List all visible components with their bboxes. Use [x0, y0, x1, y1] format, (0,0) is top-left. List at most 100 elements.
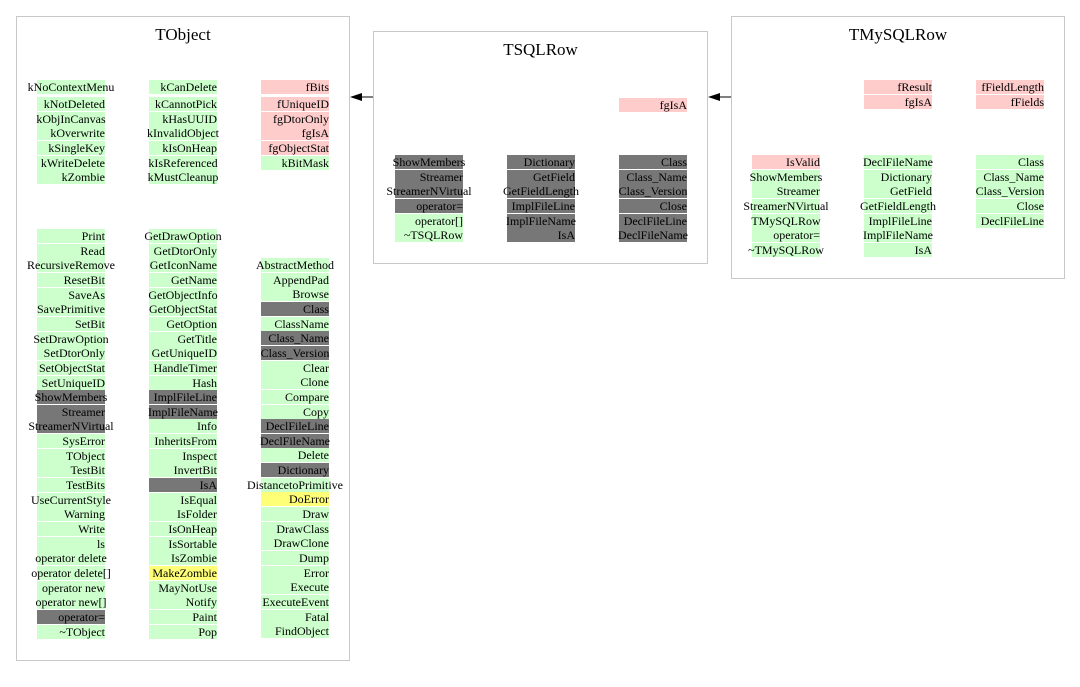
member-setobjectstat[interactable]: SetObjectStat — [37, 360, 105, 375]
member-operator-delete[interactable]: operator delete — [35, 551, 107, 566]
member-streamer[interactable]: Streamer — [752, 184, 820, 199]
member-khasuuid[interactable]: kHasUUID — [149, 111, 217, 126]
member-invertbit[interactable]: InvertBit — [149, 463, 217, 478]
member-getdrawoption[interactable]: GetDrawOption — [144, 229, 222, 243]
member-ffields[interactable]: fFields — [976, 94, 1044, 109]
member-class-version[interactable]: Class_Version — [261, 345, 329, 360]
member-kisonheap[interactable]: kIsOnHeap — [149, 140, 217, 155]
member-declfilename[interactable]: DeclFileName — [618, 228, 688, 243]
member-print[interactable]: Print — [37, 229, 105, 243]
member-getobjectstat[interactable]: GetObjectStat — [149, 302, 217, 317]
member-doerror[interactable]: DoError — [261, 492, 329, 507]
member-appendpad[interactable]: AppendPad — [261, 272, 329, 287]
member-getuniqueid[interactable]: GetUniqueID — [149, 346, 217, 361]
member-kinvalidobject[interactable]: kInvalidObject — [147, 126, 219, 141]
member-fgisa[interactable]: fgIsA — [261, 126, 329, 141]
member-copy[interactable]: Copy — [261, 404, 329, 419]
member-operator-delete[interactable]: operator delete[] — [31, 565, 111, 580]
member-kcannotpick[interactable]: kCannotPick — [149, 97, 217, 111]
member-getobjectinfo[interactable]: GetObjectInfo — [148, 287, 218, 302]
member-delete[interactable]: Delete — [261, 448, 329, 463]
member-drawclone[interactable]: DrawClone — [261, 536, 329, 551]
member-warning[interactable]: Warning — [37, 507, 105, 522]
member-operator[interactable]: operator[] — [395, 213, 463, 228]
member-kcandelete[interactable]: kCanDelete — [149, 80, 217, 94]
member-executeevent[interactable]: ExecuteEvent — [261, 594, 329, 609]
member-iszombie[interactable]: IsZombie — [149, 551, 217, 566]
member-kzombie[interactable]: kZombie — [37, 170, 105, 185]
member-kwritedelete[interactable]: kWriteDelete — [37, 155, 105, 170]
member-clone[interactable]: Clone — [261, 375, 329, 390]
member-class-version[interactable]: Class_Version — [976, 184, 1044, 199]
member-getfieldlength[interactable]: GetFieldLength — [503, 184, 579, 199]
member-fatal[interactable]: Fatal — [261, 609, 329, 624]
member-kmustcleanup[interactable]: kMustCleanup — [148, 170, 218, 185]
member-koverwrite[interactable]: kOverwrite — [37, 126, 105, 141]
member-isonheap[interactable]: IsOnHeap — [149, 522, 217, 536]
member-gettitle[interactable]: GetTitle — [149, 331, 217, 346]
member-read[interactable]: Read — [37, 243, 105, 258]
member-streamernvirtual[interactable]: StreamerNVirtual — [386, 184, 472, 199]
member-getfieldlength[interactable]: GetFieldLength — [860, 198, 936, 213]
member-showmembers[interactable]: ShowMembers — [35, 390, 107, 405]
member-getfield[interactable]: GetField — [507, 169, 575, 184]
member-setbit[interactable]: SetBit — [37, 316, 105, 331]
member-paint[interactable]: Paint — [149, 609, 217, 624]
member-declfileline[interactable]: DeclFileLine — [261, 419, 329, 434]
member-info[interactable]: Info — [149, 419, 217, 434]
member-handletimer[interactable]: HandleTimer — [149, 360, 217, 375]
member-inheritsfrom[interactable]: InheritsFrom — [149, 434, 217, 449]
member-tobject[interactable]: TObject — [37, 448, 105, 463]
member-error[interactable]: Error — [261, 565, 329, 580]
member-declfilename[interactable]: DeclFileName — [863, 155, 933, 169]
member-fgisa[interactable]: fgIsA — [619, 98, 687, 112]
member-isa[interactable]: IsA — [507, 228, 575, 243]
member-dictionary[interactable]: Dictionary — [261, 463, 329, 478]
member-tmysqlrow[interactable]: ~TMySQLRow — [748, 242, 824, 257]
member-operator[interactable]: operator= — [395, 198, 463, 213]
member-close[interactable]: Close — [619, 198, 687, 213]
class-title[interactable]: TObject — [155, 25, 211, 44]
member-execute[interactable]: Execute — [261, 580, 329, 595]
member-kbitmask[interactable]: kBitMask — [261, 155, 329, 170]
member-setdrawoption[interactable]: SetDrawOption — [33, 331, 109, 346]
member-testbit[interactable]: TestBit — [37, 463, 105, 478]
member-class[interactable]: Class — [261, 301, 329, 316]
member-class[interactable]: Class — [619, 155, 687, 169]
member-implfileline[interactable]: ImplFileLine — [149, 390, 217, 405]
member-setuniqueid[interactable]: SetUniqueID — [37, 375, 105, 390]
member-dump[interactable]: Dump — [261, 551, 329, 565]
member-fbits[interactable]: fBits — [261, 80, 329, 94]
member-showmembers[interactable]: ShowMembers — [750, 169, 822, 184]
member-implfileline[interactable]: ImplFileLine — [507, 198, 575, 213]
member-drawclass[interactable]: DrawClass — [261, 521, 329, 536]
member-usecurrentstyle[interactable]: UseCurrentStyle — [31, 492, 111, 507]
member-kisreferenced[interactable]: kIsReferenced — [148, 155, 218, 170]
member-saveprimitive[interactable]: SavePrimitive — [37, 302, 105, 317]
member-distancetoprimitive[interactable]: DistancetoPrimitive — [247, 477, 343, 492]
member-browse[interactable]: Browse — [261, 287, 329, 302]
member-inspect[interactable]: Inspect — [149, 448, 217, 463]
member-fgdtoronly[interactable]: fgDtorOnly — [261, 111, 329, 126]
member-dictionary[interactable]: Dictionary — [864, 169, 932, 184]
member-ffieldlength[interactable]: fFieldLength — [976, 80, 1044, 94]
member-isvalid[interactable]: IsValid — [752, 155, 820, 169]
member-compare[interactable]: Compare — [261, 389, 329, 404]
member-declfileline[interactable]: DeclFileLine — [976, 213, 1044, 228]
member-testbits[interactable]: TestBits — [37, 478, 105, 493]
member-declfilename[interactable]: DeclFileName — [260, 433, 330, 448]
member-streamernvirtual[interactable]: StreamerNVirtual — [28, 419, 114, 434]
member-tobject[interactable]: ~TObject — [37, 624, 105, 639]
member-issortable[interactable]: IsSortable — [149, 536, 217, 551]
member-getfield[interactable]: GetField — [864, 184, 932, 199]
member-knotdeleted[interactable]: kNotDeleted — [37, 97, 105, 111]
member-recursiveremove[interactable]: RecursiveRemove — [27, 258, 115, 273]
member-tsqlrow[interactable]: ~TSQLRow — [395, 228, 463, 243]
member-fresult[interactable]: fResult — [864, 80, 932, 94]
member-streamer[interactable]: Streamer — [395, 169, 463, 184]
member-geticonname[interactable]: GetIconName — [149, 258, 217, 273]
member-isfolder[interactable]: IsFolder — [149, 507, 217, 522]
member-operator[interactable]: operator= — [752, 228, 820, 243]
member-makezombie[interactable]: MakeZombie — [149, 565, 217, 580]
member-hash[interactable]: Hash — [149, 375, 217, 390]
